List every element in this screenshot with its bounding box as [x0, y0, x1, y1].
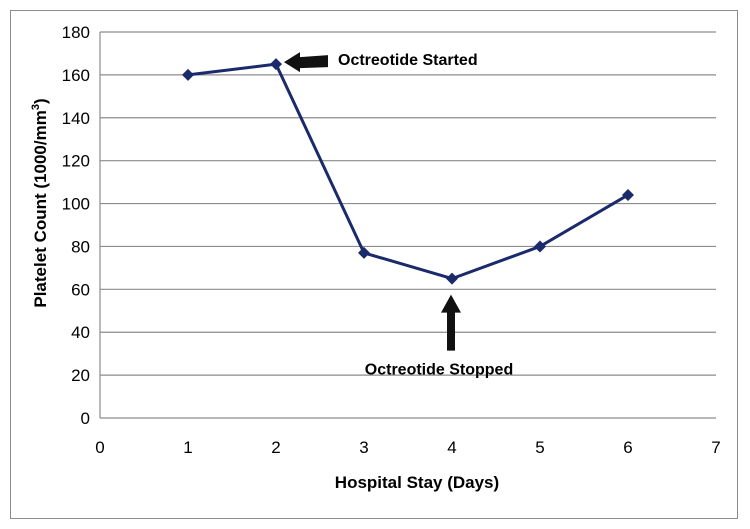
y-tick-label-100: 100	[62, 195, 90, 214]
y-tick-label-40: 40	[71, 323, 90, 342]
chart-frame	[10, 10, 738, 519]
x-tick-label-4: 4	[447, 438, 456, 457]
annotation-text-started: Octreotide Started	[338, 52, 478, 69]
data-point-day-5	[534, 240, 546, 253]
x-tick-label-7: 7	[711, 438, 720, 457]
y-tick-label-20: 20	[71, 366, 90, 385]
data-point-day-4	[446, 272, 458, 285]
y-tick-label-120: 120	[62, 152, 90, 171]
axes	[99, 32, 716, 419]
data-point-day-2	[270, 58, 282, 71]
x-tick-label-3: 3	[359, 438, 368, 457]
y-axis-title-sup: 3	[30, 104, 42, 110]
x-tick-label-0: 0	[95, 438, 104, 457]
data-point-day-1	[182, 68, 194, 81]
y-tick-label-160: 160	[62, 66, 90, 85]
x-tick-label-5: 5	[535, 438, 544, 457]
y-tick-label-140: 140	[62, 109, 90, 128]
tick-labels: 0 20 40 60 80 100 120 140 160 180 0 1 2 3 4 5 6 7	[62, 23, 721, 457]
y-tick-label-60: 60	[71, 280, 90, 299]
annotation-arrow-started	[284, 52, 328, 73]
y-tick-label-180: 180	[62, 23, 90, 42]
y-tick-label-0: 0	[81, 409, 90, 428]
annotation-arrow-stopped	[441, 294, 461, 351]
grid-lines	[100, 31, 716, 376]
annotations: Octreotide Started Octreotide Stopped	[284, 52, 513, 379]
series-1	[182, 58, 634, 285]
series-line	[187, 62, 629, 281]
annotation-text-stopped: Octreotide Stopped	[365, 362, 513, 379]
data-point-day-3	[358, 246, 370, 259]
data-point-day-6	[622, 188, 634, 201]
y-axis-title-end: )	[31, 98, 50, 104]
x-tick-label-2: 2	[271, 438, 280, 457]
x-tick-label-1: 1	[183, 438, 192, 457]
y-axis-title-main: Platelet Count (1000/mm	[31, 110, 50, 307]
x-tick-label-6: 6	[623, 438, 632, 457]
y-axis-title: Platelet Count (1000/mm3)	[30, 98, 50, 307]
x-axis-title: Hospital Stay (Days)	[335, 473, 499, 492]
y-tick-label-80: 80	[71, 237, 90, 256]
